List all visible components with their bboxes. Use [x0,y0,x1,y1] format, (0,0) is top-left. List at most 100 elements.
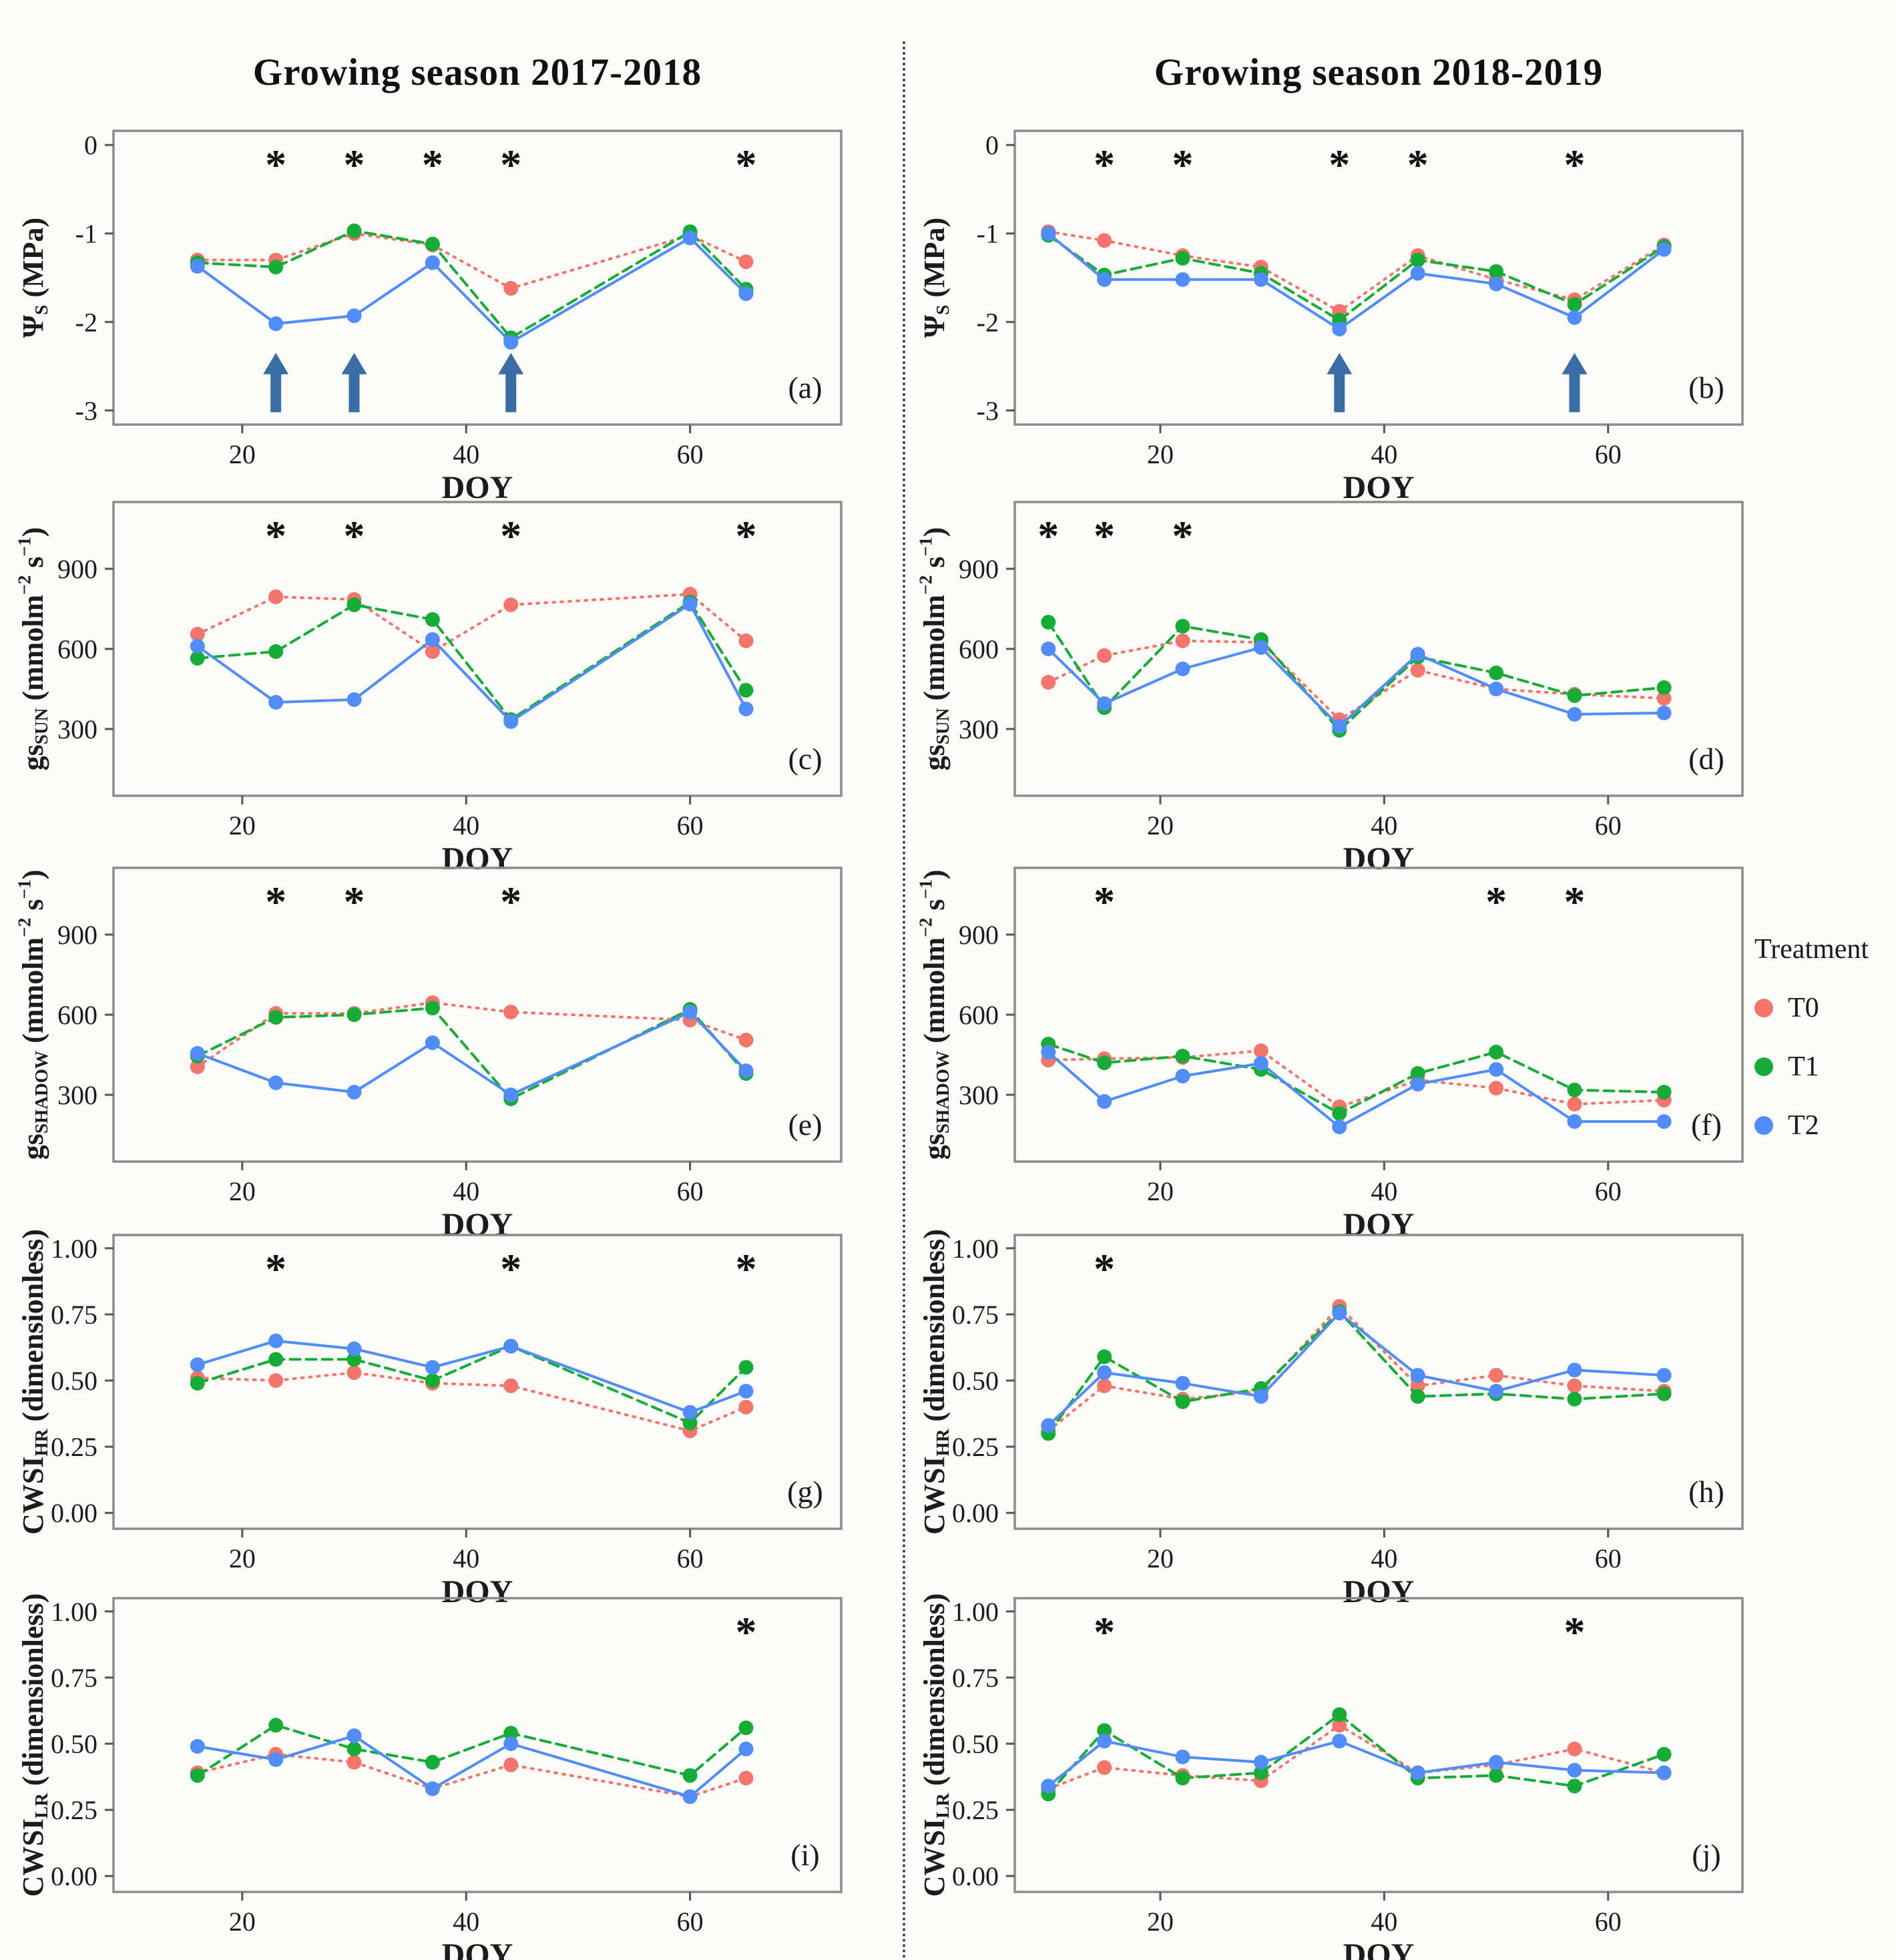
series-T2-point [1410,1368,1425,1383]
series-T1-line [1047,621,1666,732]
y-tick-label: 900 [57,554,97,584]
series-T0-point [190,1059,205,1074]
series-T0-point [1253,1043,1268,1058]
significance-asterisk: * [500,141,521,188]
series-T2-point [190,1739,205,1754]
plot-frame [112,501,843,797]
x-tick-label: 40 [453,439,479,469]
y-tick-label: 900 [57,920,97,950]
series-T1-point [1332,1106,1347,1121]
y-tick-label: 600 [959,1000,999,1030]
series-T2-point [1410,1077,1425,1091]
series-T2-point [1656,706,1672,720]
series-T1-point [346,1007,362,1022]
panel-g: 1.00 0.75 0.50 0.25 0.00 20 40 60 DOY CWSIHR (dim… [17,1229,843,1610]
series-T1-point [1656,680,1672,695]
y-tick-label: 0.25 [51,1432,97,1462]
series-T0-point [1489,1368,1504,1383]
panel-c: 900 600 300 20 40 60 DOY gsSUN (mmolm−2 s−1) * * *… [15,501,843,877]
series-T1-point [1175,1770,1190,1786]
series-T0-line [1047,1049,1666,1108]
series-T1-point [1567,296,1582,312]
series-T2-point [503,334,519,350]
y-tick-label: -2 [75,307,97,337]
panel-letter: (a) [788,371,822,405]
series-T0-point [503,597,519,612]
series-T1-point [1410,1389,1425,1404]
plot-frame [1013,1234,1744,1530]
y-tick-label: 0.25 [952,1432,999,1462]
series-T1-point [346,597,362,612]
series-T1-point [268,260,284,275]
series-T1-point [1175,250,1190,266]
y-axis-title: CWSILR (dimensionless) [17,1594,51,1897]
series-T0-point [738,1770,754,1786]
x-axis-title: DOY [1343,470,1415,505]
x-tick-label: 20 [229,1176,256,1206]
x-tick-label: 60 [677,439,704,469]
significance-asterisk: * [265,878,286,925]
series-T2-point [268,1075,284,1090]
series-T1-point [425,612,440,627]
series-T2-point [1567,310,1582,325]
y-tick-label: 0.00 [51,1861,97,1891]
series-T0-point [1567,1378,1582,1393]
legend-title: Treatment [1754,934,1869,965]
x-tick-label: 60 [677,1543,704,1573]
series-T2-point [1175,272,1190,287]
series-T0-point [1097,233,1112,248]
panel-b: 0 -1 -2 -3 20 40 60 DOY ΨS (MPa) * * * * * (b) [918,130,1744,505]
x-tick-label: 60 [677,1907,704,1937]
plot-frame [112,1234,843,1530]
y-axis-title: CWSIHR (dimensionless) [17,1229,51,1535]
series-T2-point [425,632,440,647]
x-axis-title: DOY [442,470,513,505]
series-T2-point [1253,1389,1268,1404]
y-tick-label: 0.00 [51,1498,97,1528]
plot-frame [1013,130,1744,426]
panel-letter: (h) [1688,1475,1724,1509]
series-T2-point [1097,696,1112,711]
series-T2-point [1041,1045,1056,1059]
series-T1-point [1253,1765,1268,1780]
series-T2-point [1332,321,1347,336]
series-T0-line [1047,1724,1666,1790]
series-T2-point [1567,1363,1582,1378]
x-tick-label: 60 [1595,1907,1622,1937]
series-T2-point [1332,719,1347,734]
series-T0-point [1332,1718,1347,1733]
series-T2-point [1041,642,1056,656]
series-T2-point [1410,647,1425,662]
series-T1-point [1332,1707,1347,1722]
significance-asterisk: * [344,512,365,559]
series-T1-point [346,223,362,238]
y-tick-label: 0.00 [952,1861,999,1891]
treatment-legend: Treatment T0 T1 T2 [1754,933,1895,1142]
series-T2-point [738,1063,754,1078]
series-T1-point [268,644,284,659]
x-tick-label: 40 [453,1907,479,1937]
y-tick-label: 600 [57,1000,97,1030]
series-T2-point [1332,1305,1347,1320]
significance-asterisk: * [1564,141,1585,188]
panel-letter: (d) [1688,742,1724,776]
series-T1-point [1175,619,1190,634]
panel-letter: (e) [788,1108,822,1142]
series-T2-point [682,596,698,611]
series-T2-point [425,1781,440,1796]
significance-asterisk: * [735,141,756,188]
y-tick-label: 300 [959,714,999,744]
x-tick-label: 20 [229,439,256,469]
series-T1-point [1041,615,1056,630]
series-T1-point [1567,688,1582,703]
panel-j: 1.00 0.75 0.50 0.25 0.00 20 40 60 DOY CWSILR (dim… [918,1594,1744,1960]
series-T1-point [1410,252,1425,268]
significance-asterisk: * [265,512,286,559]
series-T2-point [1567,707,1582,722]
y-axis-title: ΨS (MPa) [918,218,953,338]
series-T0-point [1097,1378,1112,1393]
irrigation-arrow-icon [1327,352,1353,413]
series-T2-point [346,692,362,707]
series-T1-point [190,1376,205,1391]
